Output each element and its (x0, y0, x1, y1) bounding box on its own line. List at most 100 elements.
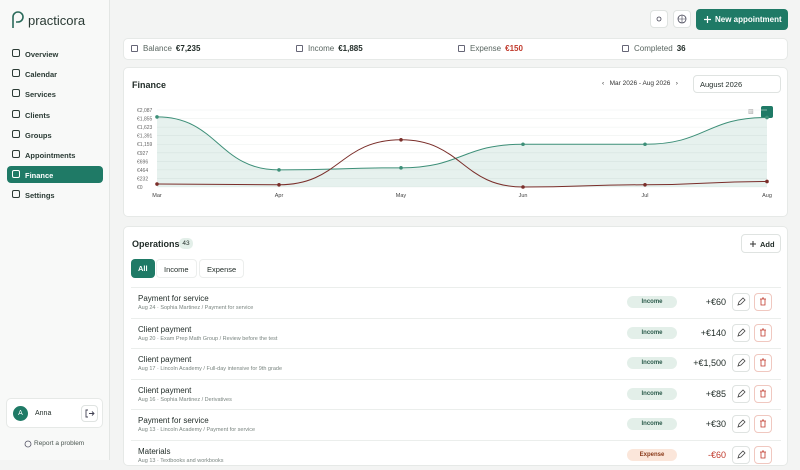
report-link[interactable]: Report a problem (34, 440, 85, 447)
operation-row[interactable]: Materials Aug 13 · Textbooks and workbook… (131, 439, 781, 470)
operation-row[interactable]: Payment for service Aug 24 · Sophia Marti… (131, 287, 781, 317)
date-range: ‹ Mar 2026 - Aug 2026 › (602, 80, 678, 87)
language-button[interactable] (673, 10, 691, 28)
y-tick-label: €1,391 (137, 134, 153, 140)
nav-icon (12, 49, 20, 57)
point (277, 168, 281, 172)
operations-count: 43 (179, 238, 193, 249)
nav-item[interactable]: Settings (7, 186, 103, 203)
point (521, 142, 525, 147)
finance-chart: €0 €232 €464 €696 €927 €1,159 €1,391 €1,623 €1,8… (137, 108, 772, 199)
nav-label: Clients (25, 110, 51, 120)
stat-icon (622, 45, 629, 52)
theme-button[interactable] (650, 10, 668, 28)
add-label: Add (760, 240, 775, 249)
operation-meta: Aug 16 · Sophia Martinez / Derivatives (138, 396, 232, 403)
nav-icon (12, 89, 20, 98)
edit-button[interactable] (732, 293, 750, 311)
operation-meta: Aug 13 · Textbooks and workbooks (138, 457, 224, 464)
type-badge: Expense (627, 448, 677, 461)
nav-icon (12, 129, 20, 138)
type-badge: Income (627, 418, 677, 430)
point (155, 182, 159, 186)
operation-amount: -€60 (707, 449, 726, 460)
logout-button[interactable] (81, 405, 98, 422)
point (155, 115, 159, 119)
add-button[interactable]: Add (741, 234, 781, 253)
nav-item[interactable]: Appointments (7, 146, 103, 163)
stat-value: €1,885 (338, 44, 363, 53)
operation-row[interactable]: Payment for service Aug 13 · Lincoln Acad… (131, 409, 781, 439)
edit-button[interactable] (732, 415, 750, 433)
stat: Income €1,885 (296, 38, 363, 53)
y-tick-label: €232 (137, 176, 148, 182)
stat-label: Expense (470, 44, 502, 53)
nav-item[interactable]: Finance (7, 166, 103, 184)
point (765, 115, 769, 120)
edit-button[interactable] (732, 445, 750, 464)
avatar: A (13, 406, 28, 421)
stat-label: Income (308, 44, 335, 53)
operation-row[interactable]: Client payment Aug 20 · Exam Prep Math Gr… (131, 317, 781, 348)
delete-button[interactable] (754, 323, 772, 342)
delete-button[interactable] (754, 415, 772, 433)
point (399, 166, 403, 170)
stat-value: €150 (505, 44, 523, 53)
button-label: New appointment (715, 15, 782, 24)
brand: practicora (28, 13, 86, 28)
y-tick-label: €1,855 (137, 117, 153, 123)
y-tick-label: €0 (137, 185, 143, 191)
operation-row[interactable]: Client payment Aug 17 · Lincoln Academy /… (131, 348, 781, 378)
delete-button[interactable] (754, 384, 772, 403)
filter-tab[interactable]: All (131, 259, 155, 278)
nav-label: Appointments (25, 151, 76, 160)
nav-item[interactable]: Clients (7, 106, 103, 123)
new-appointment-button[interactable]: New appointment (696, 9, 788, 30)
operation-title: Payment for service (138, 294, 209, 303)
operation-meta: Aug 17 · Lincoln Academy / Full-day inte… (138, 366, 282, 372)
edit-button[interactable] (732, 384, 750, 403)
operation-row[interactable]: Client payment Aug 16 · Sophia Martinez /… (131, 378, 781, 409)
stat-label: Completed (634, 44, 673, 53)
month-text: August 2026 (700, 80, 743, 89)
x-tick-label: Mar (152, 193, 162, 199)
point (277, 182, 281, 187)
area (157, 116, 767, 187)
nav-icon (12, 109, 20, 118)
point (643, 182, 647, 187)
nav-icon (12, 69, 20, 78)
operation-title: Payment for service (138, 416, 209, 425)
stat-icon (131, 45, 138, 52)
stat: Expense €150 (458, 38, 523, 53)
nav-item[interactable]: Groups (7, 126, 103, 143)
edit-button[interactable] (732, 323, 750, 342)
operation-amount: +€1,500 (693, 358, 726, 368)
finance-title: Finance (132, 80, 167, 90)
point (643, 142, 647, 147)
delete-button[interactable] (754, 354, 772, 372)
operation-title: Client payment (138, 324, 192, 334)
line-toggle[interactable] (761, 106, 773, 118)
operation-amount: +€60 (705, 297, 726, 307)
delete-button[interactable] (754, 445, 772, 464)
y-tick-label: €2,087 (137, 108, 153, 114)
nav-item[interactable]: Overview (7, 45, 103, 62)
bar-toggle[interactable]: ▥ (748, 109, 754, 115)
delete-button[interactable] (754, 293, 772, 311)
nav-item[interactable]: Services (7, 85, 103, 102)
filter-tab[interactable]: Expense (199, 259, 245, 278)
line (156, 116, 768, 171)
month-input[interactable]: August 2026 (693, 75, 781, 93)
filter-tab[interactable]: Income (156, 259, 197, 278)
operation-amount: +€30 (705, 419, 726, 429)
edit-button[interactable] (732, 354, 750, 372)
operation-meta: Aug 20 · Exam Prep Math Group / Review b… (138, 335, 278, 342)
stat-icon (458, 45, 465, 52)
user-name: Anna (35, 410, 52, 417)
type-badge: Income (627, 357, 677, 369)
operation-meta: Aug 24 · Sophia Martinez / Payment for s… (138, 305, 254, 311)
nav-label: Services (25, 90, 56, 100)
nav-icon (12, 150, 20, 158)
x-tick-label: Aug (762, 193, 772, 199)
nav-item[interactable]: Calendar (7, 65, 103, 82)
